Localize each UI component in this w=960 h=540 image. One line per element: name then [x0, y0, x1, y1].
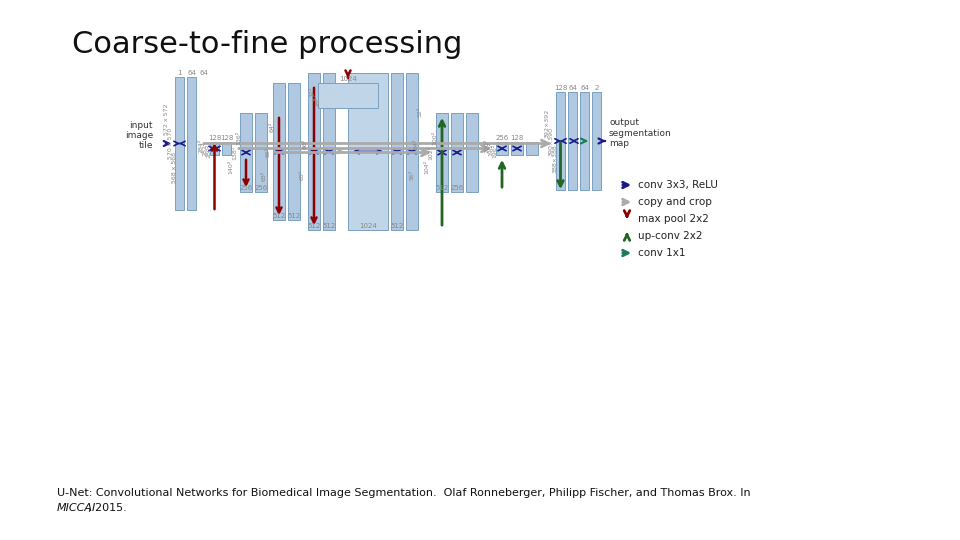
Text: 54²: 54²: [414, 138, 419, 149]
Text: output
segmentation
map: output segmentation map: [609, 118, 672, 148]
Text: 128: 128: [554, 85, 567, 91]
Text: conv 1x1: conv 1x1: [638, 248, 685, 258]
Text: 282²: 282²: [203, 141, 207, 156]
Text: 196²: 196²: [492, 144, 497, 158]
Text: 32²: 32²: [309, 86, 315, 97]
Text: 66²: 66²: [302, 139, 307, 149]
Text: 392×392: 392×392: [544, 109, 549, 138]
Text: 512: 512: [287, 213, 300, 219]
Text: 256: 256: [495, 135, 509, 141]
Text: 30²: 30²: [313, 92, 318, 102]
Text: MICCAI: MICCAI: [57, 503, 96, 513]
Text: 64: 64: [580, 85, 588, 91]
Text: 2: 2: [594, 85, 599, 91]
Text: 388×388: 388×388: [553, 144, 558, 173]
Bar: [175, 77, 184, 210]
Bar: [318, 83, 378, 108]
Bar: [406, 73, 418, 230]
Text: 56²: 56²: [410, 170, 415, 180]
Bar: [222, 142, 231, 155]
Bar: [255, 113, 267, 192]
Bar: [273, 83, 285, 220]
Text: 68²: 68²: [261, 171, 267, 181]
Text: 64: 64: [187, 70, 196, 76]
Bar: [436, 113, 448, 192]
Text: 256: 256: [239, 185, 252, 191]
Bar: [592, 92, 601, 190]
Text: 256: 256: [254, 185, 268, 191]
Text: Coarse-to-fine processing: Coarse-to-fine processing: [72, 30, 463, 59]
Bar: [288, 83, 300, 220]
Text: 66²: 66²: [266, 146, 271, 157]
Text: 570 x 570: 570 x 570: [167, 128, 173, 159]
Text: 28²: 28²: [316, 97, 321, 107]
Bar: [580, 92, 589, 190]
Bar: [323, 73, 335, 230]
Bar: [187, 77, 196, 210]
Text: 512: 512: [391, 223, 403, 229]
Text: U-Net: Convolutional Networks for Biomedical Image Segmentation.  Olaf Ronneberg: U-Net: Convolutional Networks for Biomed…: [57, 488, 751, 498]
Bar: [210, 142, 219, 155]
Text: 280²: 280²: [206, 144, 211, 158]
Bar: [466, 113, 478, 192]
Text: 100²: 100²: [433, 131, 438, 145]
Text: 52²: 52²: [418, 107, 422, 117]
Text: 1: 1: [178, 70, 181, 76]
Text: input
image
tile: input image tile: [125, 120, 153, 151]
Bar: [391, 73, 403, 230]
Text: 68²: 68²: [300, 170, 304, 180]
Bar: [568, 92, 577, 190]
Text: 284²: 284²: [199, 139, 204, 153]
Text: 1024: 1024: [359, 223, 377, 229]
Bar: [556, 92, 565, 190]
Text: 138²: 138²: [232, 145, 237, 160]
Text: 64²: 64²: [270, 122, 275, 132]
Text: 512: 512: [307, 223, 321, 229]
Text: 512: 512: [273, 213, 286, 219]
Bar: [308, 73, 320, 230]
Text: max pool 2x2: max pool 2x2: [638, 214, 708, 224]
Bar: [451, 113, 463, 192]
Text: 104²: 104²: [424, 160, 429, 174]
Text: conv 3x3, ReLU: conv 3x3, ReLU: [638, 180, 718, 190]
Text: up-conv 2x2: up-conv 2x2: [638, 231, 703, 241]
Text: 390×390: 390×390: [548, 126, 554, 156]
Text: 512: 512: [436, 185, 448, 191]
Bar: [348, 73, 388, 230]
Text: 64: 64: [199, 70, 208, 76]
Text: 64: 64: [568, 85, 577, 91]
Text: 140²: 140²: [228, 160, 233, 174]
Bar: [240, 113, 252, 192]
Text: 198²: 198²: [489, 141, 493, 156]
Text: 128: 128: [511, 135, 524, 141]
Text: 136²: 136²: [236, 131, 242, 145]
Text: 256: 256: [450, 185, 464, 191]
Text: 128: 128: [220, 135, 233, 141]
Text: 200²: 200²: [485, 139, 490, 153]
Text: 572 x 572: 572 x 572: [163, 104, 169, 136]
Text: 128: 128: [207, 135, 221, 141]
Bar: [511, 142, 523, 155]
Text: , 2015.: , 2015.: [88, 503, 127, 513]
Text: 102²: 102²: [428, 145, 434, 160]
Text: copy and crop: copy and crop: [638, 197, 712, 207]
Bar: [526, 142, 538, 155]
Bar: [496, 142, 508, 155]
Text: 568 x 568: 568 x 568: [172, 152, 177, 183]
Text: 512: 512: [323, 223, 336, 229]
Text: 1024: 1024: [339, 76, 357, 82]
